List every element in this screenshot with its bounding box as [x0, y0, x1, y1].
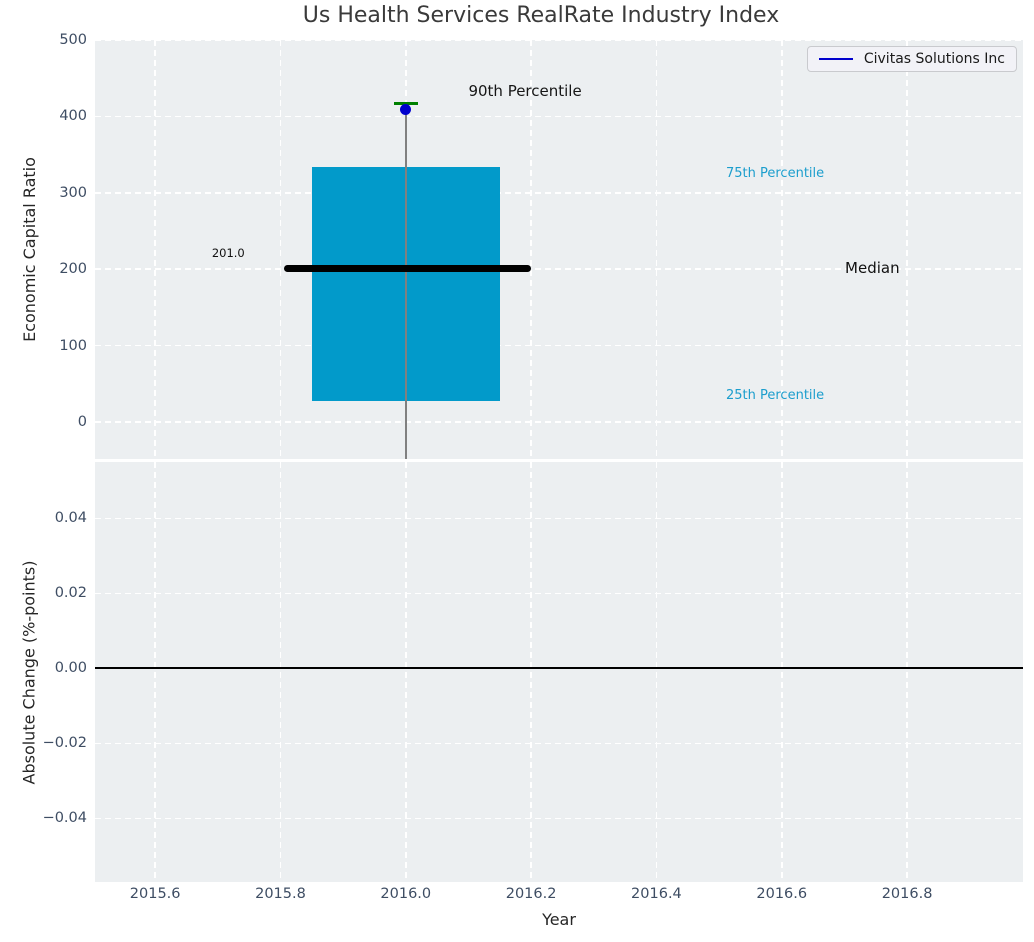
chart-title: Us Health Services RealRate Industry Ind…	[302, 3, 780, 28]
grid-line-horizontal	[95, 742, 1023, 744]
company-point-civitas-solutions-inc	[400, 104, 412, 115]
grid-line-horizontal	[95, 517, 1023, 519]
grid-line-vertical	[279, 462, 282, 882]
xtick-label: 2016.2	[505, 886, 557, 902]
ytick-label: 400	[59, 108, 87, 125]
grid-line-vertical	[405, 462, 407, 882]
grid-line-horizontal	[95, 817, 1023, 819]
grid-line-vertical	[154, 462, 156, 882]
xtick-label: 2016.4	[631, 886, 682, 902]
grid-line-vertical	[781, 40, 783, 459]
xtick-label: 2015.8	[255, 886, 306, 902]
xtick-label: 2016.8	[881, 886, 933, 902]
grid-line-vertical	[906, 462, 908, 882]
axes-absolute-change	[95, 462, 1023, 882]
ytick-label: 300	[59, 184, 87, 201]
ytick-label: 0.02	[54, 585, 87, 602]
grid-line-horizontal	[95, 421, 1023, 423]
median-line	[283, 264, 532, 272]
grid-line-horizontal	[95, 268, 1023, 270]
ytick-label: 0.04	[54, 510, 87, 527]
axes-economic-capital-ratio: Civitas Solutions Inc 90th Percentile 75t…	[95, 40, 1023, 459]
grid-line-horizontal	[95, 115, 1023, 118]
grid-line-vertical	[655, 462, 658, 882]
legend-line-icon	[818, 57, 853, 61]
grid-line-vertical	[781, 462, 783, 882]
xtick-label: 2016.0	[380, 886, 432, 902]
zero-line	[95, 667, 1023, 670]
ytick-label: −0.02	[42, 735, 87, 752]
ylabel-economic-capital-ratio: Economic Capital Ratio	[12, 40, 46, 459]
grid-line-vertical	[906, 40, 908, 459]
annotation-75th-percentile: 75th Percentile	[725, 165, 825, 181]
grid-line-vertical	[279, 40, 282, 459]
annotation-median: Median	[845, 258, 900, 277]
whisker-cap-90th-percentile	[393, 101, 418, 105]
ytick-label: 500	[59, 32, 87, 48]
grid-line-vertical	[530, 40, 532, 459]
legend-box: Civitas Solutions Inc	[806, 46, 1017, 72]
grid-line-horizontal	[95, 344, 1023, 347]
xtick-label: 2016.6	[756, 886, 808, 902]
grid-line-vertical	[154, 40, 156, 459]
annotation-201-0: 201.0	[211, 245, 245, 260]
annotation-90th-percentile: 90th Percentile	[468, 82, 582, 101]
xlabel-year: Year	[542, 910, 576, 929]
whisker-line	[405, 103, 407, 459]
ytick-label: 0.00	[54, 660, 87, 677]
grid-line-vertical	[655, 40, 658, 459]
ytick-label: 200	[59, 261, 87, 278]
grid-line-horizontal	[95, 192, 1023, 194]
ytick-label: 0	[77, 413, 87, 430]
legend-label: Civitas Solutions Inc	[863, 51, 1005, 67]
grid-line-horizontal	[95, 592, 1023, 594]
ytick-label: −0.04	[42, 810, 87, 827]
grid-line-horizontal	[95, 40, 1023, 41]
xtick-label: 2015.6	[129, 886, 181, 902]
ytick-label: 100	[59, 337, 87, 354]
grid-line-vertical	[530, 462, 532, 882]
annotation-25th-percentile: 25th Percentile	[725, 387, 825, 403]
